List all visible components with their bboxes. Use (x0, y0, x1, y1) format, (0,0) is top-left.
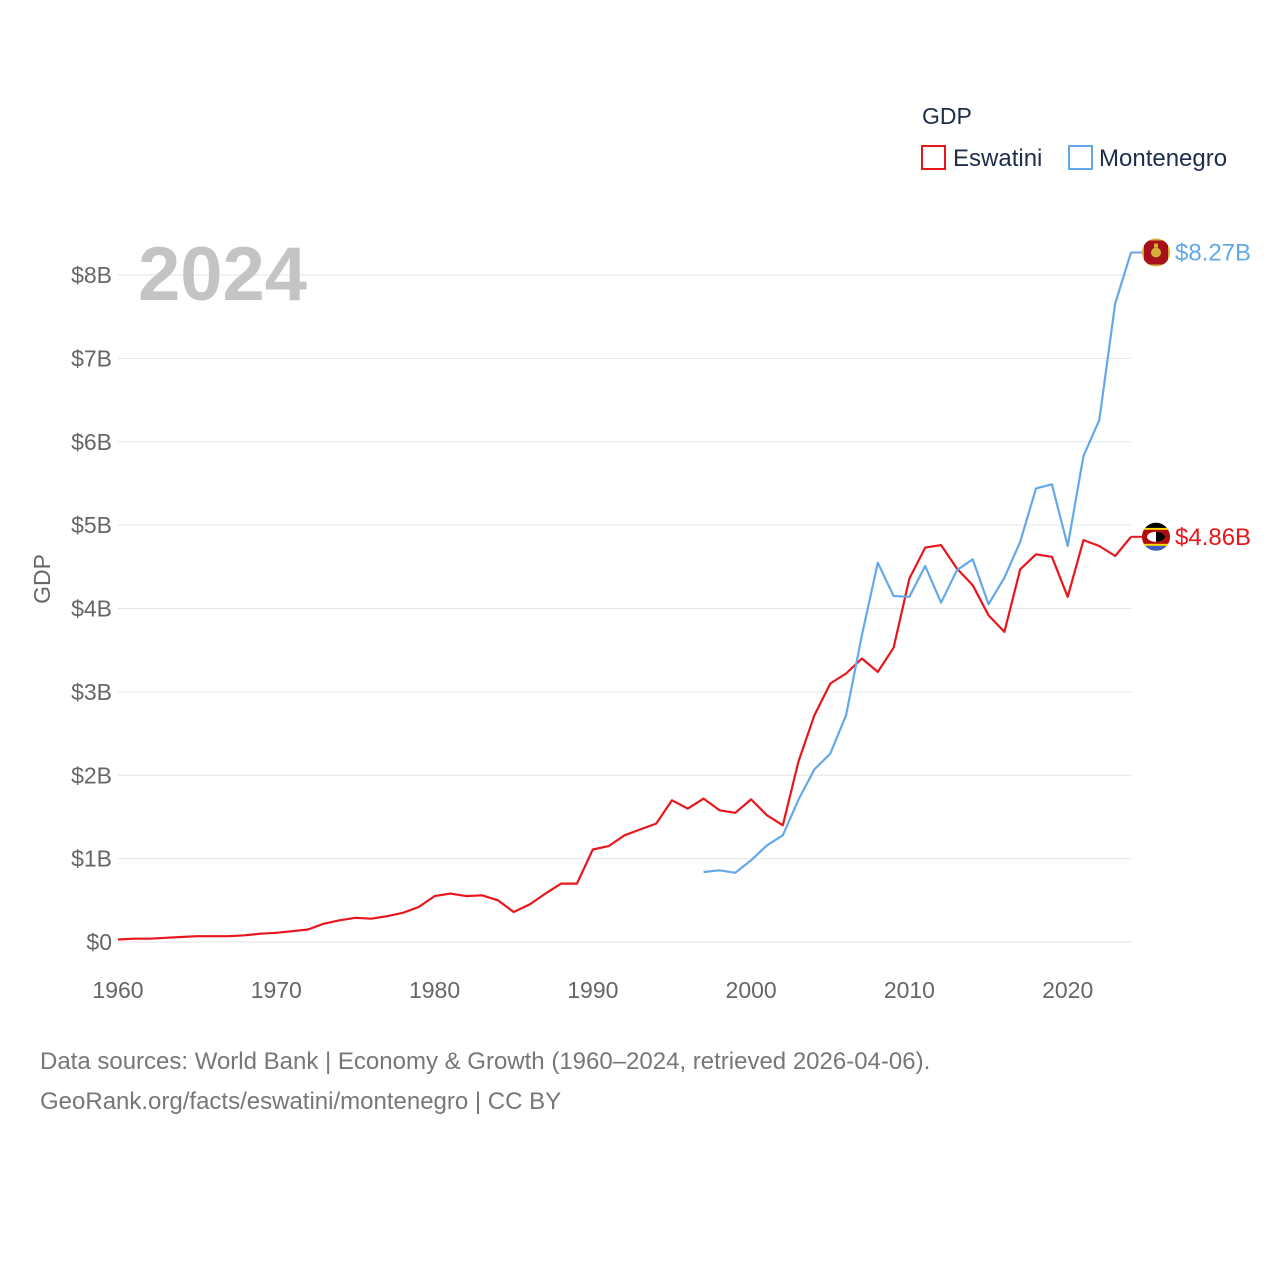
x-axis-ticks: 1960 1970 1980 1990 2000 2010 2020 (92, 977, 1093, 1003)
y-axis-ticks: $0 $1B $2B $3B $4B $5B $6B $7B $8B (71, 262, 112, 955)
end-value-label-eswatini: $4.86B (1175, 524, 1251, 551)
legend-item-montenegro[interactable]: Montenegro (1068, 145, 1227, 172)
source-line: Data sources: World Bank | Economy & Gro… (40, 1048, 931, 1075)
legend-title: GDP (922, 103, 972, 129)
end-value-label-montenegro: $8.27B (1175, 240, 1251, 267)
data-source-note: Data sources: World Bank | Economy & Gro… (40, 1042, 1240, 1122)
gridlines (118, 274, 1131, 943)
x-tick-label: 2000 (726, 977, 777, 1003)
legend-label-montenegro: Montenegro (1099, 145, 1227, 172)
x-tick-label: 1990 (567, 977, 618, 1003)
series-lines (117, 252, 1133, 941)
x-tick-label: 2020 (1042, 977, 1093, 1003)
y-tick-label: $5B (71, 512, 112, 538)
montenegro-flag-icon (1142, 238, 1170, 267)
y-tick-label: $0 (86, 929, 112, 955)
legend-label-eswatini: Eswatini (953, 145, 1042, 172)
x-tick-label: 2010 (884, 977, 935, 1003)
x-tick-label: 1980 (409, 977, 460, 1003)
series-line-eswatini (117, 536, 1132, 941)
attribution-line: GeoRank.org/facts/eswatini/montenegro | … (40, 1088, 562, 1115)
x-tick-label: 1970 (251, 977, 302, 1003)
y-tick-label: $3B (71, 679, 112, 705)
series-end-markers: $4.86B $8.27B (1131, 238, 1251, 551)
y-tick-label: $7B (71, 345, 112, 371)
y-tick-label: $6B (71, 429, 112, 455)
x-tick-label: 1960 (92, 977, 143, 1003)
y-tick-label: $1B (71, 846, 112, 872)
y-tick-label: $4B (71, 596, 112, 622)
legend-swatch-eswatini (921, 145, 946, 170)
legend-swatch-montenegro (1068, 145, 1093, 170)
y-tick-label: $8B (71, 262, 112, 288)
y-tick-label: $2B (71, 762, 112, 788)
series-line-montenegro (703, 252, 1133, 874)
legend: GDP Eswatini Montenegro (921, 103, 1227, 172)
y-axis-title: GDP (29, 554, 55, 604)
eswatini-flag-icon (1142, 522, 1170, 551)
year-label: 2024 (138, 232, 307, 317)
legend-item-eswatini[interactable]: Eswatini (921, 145, 1042, 172)
